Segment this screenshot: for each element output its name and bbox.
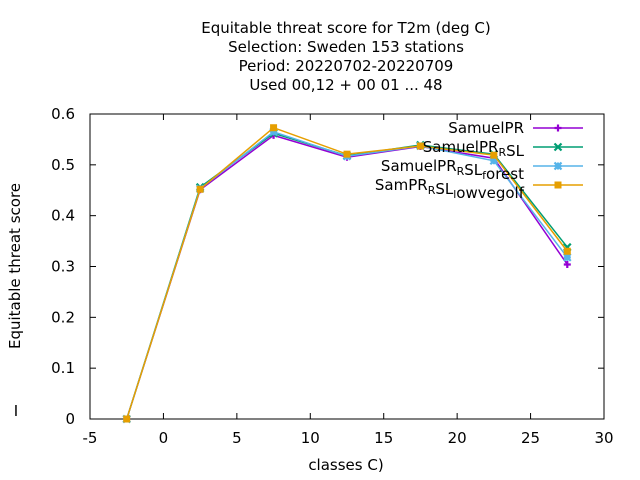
x-tick-label: 25 — [521, 429, 540, 447]
x-tick-label: 15 — [374, 429, 393, 447]
y-tick-label: 0.3 — [51, 258, 75, 276]
data-point — [553, 161, 563, 171]
series-3 — [123, 124, 571, 423]
data-point — [123, 415, 131, 423]
data-point — [196, 185, 204, 193]
data-point — [416, 142, 424, 150]
y-tick-label: 0.4 — [51, 207, 75, 225]
legend-label: SamuelPR — [448, 119, 524, 137]
y-tick-label: 0.5 — [51, 156, 75, 174]
x-tick-label: -5 — [83, 429, 98, 447]
data-point — [554, 124, 562, 132]
title-line-2: Selection: Sweden 153 stations — [228, 38, 464, 56]
y-axis-label: Equitable threat score — [6, 183, 24, 349]
x-tick-label: 30 — [594, 429, 613, 447]
y-tick-label: 0.6 — [51, 105, 75, 123]
data-point — [563, 247, 571, 255]
x-tick-label: 20 — [448, 429, 467, 447]
data-point — [490, 151, 498, 159]
axis-ticks: -5 0 5 10 15 20 25 30 0 0.1 0.2 0.3 0.4 0.5 0.6 — [51, 105, 613, 447]
legend-label: SamuelPRRSL — [423, 138, 525, 160]
data-point — [343, 150, 351, 158]
data-point — [554, 181, 562, 189]
x-tick-label: 0 — [159, 429, 169, 447]
x-axis-label: classes C) — [308, 456, 383, 474]
title-line-1: Equitable threat score for T2m (deg C) — [201, 19, 491, 37]
data-series — [122, 124, 572, 424]
legend-label: SamuelPRRSLforest — [381, 157, 524, 183]
x-tick-label: 10 — [301, 429, 320, 447]
data-point — [563, 253, 572, 262]
data-point — [269, 127, 278, 137]
title-line-3: Period: 20220702-20220709 — [239, 57, 454, 75]
x-tick-label: 5 — [232, 429, 242, 447]
y-tick-label: 0 — [65, 410, 75, 428]
legend: SamuelPRSamuelPRRSLSamuelPRRSLforestSamP… — [375, 119, 583, 202]
legend-label: SamPRRSLlowvegolf — [375, 176, 525, 202]
chart-title: Equitable threat score for T2m (deg C) S… — [201, 19, 491, 94]
y-tick-label: 0.1 — [51, 359, 75, 377]
data-point — [489, 156, 499, 166]
data-point — [270, 124, 278, 132]
title-line-4: Used 00,12 + 00 01 ... 48 — [249, 76, 442, 94]
stray-mark: I — [14, 402, 18, 420]
data-point — [553, 142, 563, 152]
data-point — [563, 260, 571, 268]
y-tick-label: 0.2 — [51, 308, 75, 326]
